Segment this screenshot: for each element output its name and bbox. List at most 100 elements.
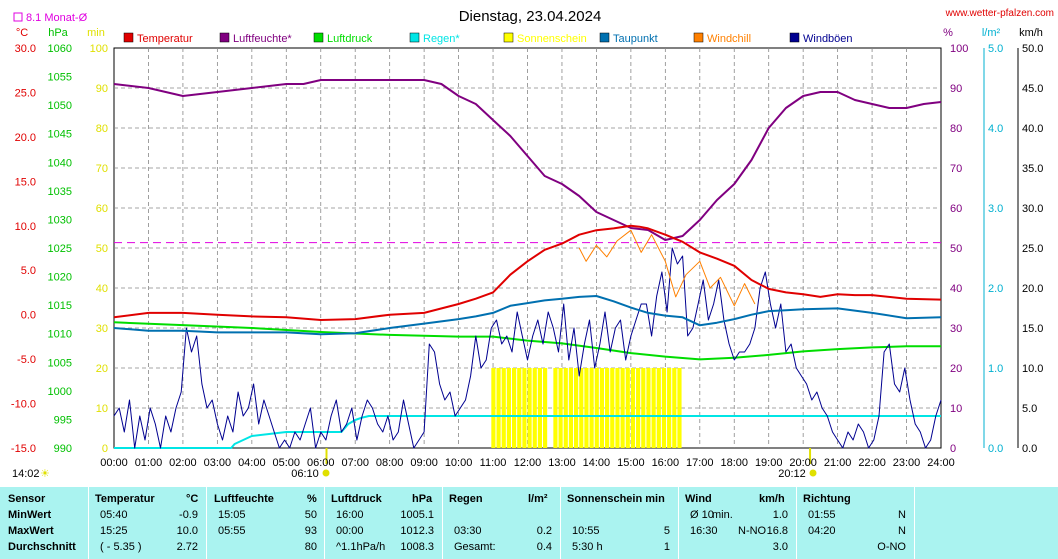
temp-axis-tick: -5.0 (17, 354, 36, 366)
humidity-axis-tick: 90 (950, 83, 962, 95)
sunshine-bar (511, 368, 517, 448)
x-axis-tick: 15:00 (617, 457, 645, 469)
rain-axis-tick: 0.0 (988, 443, 1003, 455)
x-axis-tick: 16:00 (652, 457, 680, 469)
x-axis-tick: 01:00 (135, 457, 163, 469)
x-axis-tick: 04:00 (238, 457, 266, 469)
legend-swatch (693, 32, 704, 43)
stat-sun-time: 5:30 h (572, 541, 603, 553)
chart-axes: 30.0 25.0 20.0 15.0 10.0 5.0 0.0 -5.0 -10.0 -15.0… (11, 43, 1044, 455)
sunshine-bar (579, 368, 584, 448)
sunshine-bar (599, 368, 605, 448)
wind-axis-tick: 20.0 (1022, 283, 1043, 295)
rain-axis-tick: 2.0 (988, 283, 1003, 295)
stat-wind-dir: N-NO (738, 525, 767, 537)
wind-axis-tick: 15.0 (1022, 323, 1043, 335)
wind-axis-tick: 40.0 (1022, 123, 1043, 135)
x-axis-tick: 19:00 (755, 457, 783, 469)
humidity-axis-tick: 0 (950, 443, 956, 455)
sunshine-bar (532, 368, 537, 448)
stat-wind-time: Ø 10 (690, 509, 714, 521)
legend-swatch (503, 32, 514, 43)
stat-temp-val: 2.72 (176, 541, 198, 553)
legend-swatch (219, 32, 230, 43)
sunshine-bar (584, 368, 589, 448)
x-axis-tick: 07:00 (341, 457, 369, 469)
col-divider (796, 487, 797, 559)
sunshine-bar (651, 368, 656, 448)
x-axis-tick: 08:00 (376, 457, 404, 469)
sunshine-bar (625, 368, 630, 448)
stat-label: MaxWert (8, 525, 54, 537)
chart-grid (113, 47, 942, 449)
wind-axis-tick: 10.0 (1022, 363, 1043, 375)
col-divider (324, 487, 325, 559)
rain-axis-tick: 4.0 (988, 123, 1003, 135)
humidity-axis-tick: 20 (950, 363, 962, 375)
stat-dir-val: N (898, 525, 906, 537)
temp-axis-tick: 5.0 (21, 265, 36, 277)
sunshine-bar (605, 368, 610, 448)
humidity-axis-tick: 100 (950, 43, 968, 55)
stat-rain-time: Gesamt: (454, 541, 496, 553)
col-divider (206, 487, 207, 559)
series-line-windben (113, 247, 942, 449)
monthly-avg-marker (13, 12, 23, 22)
legend-swatch (789, 32, 800, 43)
x-axis-tick: 13:00 (548, 457, 576, 469)
stat-hum-val: 50 (304, 509, 317, 521)
sunshine-bar (677, 368, 682, 448)
stat-press-val: 1008.3 (400, 541, 434, 553)
sunshine-bar (620, 368, 625, 448)
col-divider (560, 487, 561, 559)
minutes-axis-tick: 10 (96, 403, 108, 415)
wind-axis-tick: 30.0 (1022, 203, 1043, 215)
wind-axis-tick: 25.0 (1022, 243, 1043, 255)
stat-rain-val: 0.2 (536, 525, 552, 537)
stat-hum-val: 93 (304, 525, 317, 537)
legend-item-label: Windchill (707, 33, 751, 45)
stat-rain-val: 0.4 (536, 541, 552, 553)
stat-dir-time: 01:55 (808, 509, 836, 521)
stat-rain-time: 03:30 (454, 525, 482, 537)
stat-temp-val: 10.0 (176, 525, 198, 537)
col-divider (88, 487, 89, 559)
wind-axis-unit: km/h (1019, 27, 1043, 39)
wind-axis-tick: 45.0 (1022, 83, 1043, 95)
pressure-axis-tick: 1040 (48, 157, 72, 169)
minutes-axis-tick: 20 (96, 363, 108, 375)
sunshine-bar (517, 368, 522, 448)
minutes-axis-tick: 40 (96, 283, 108, 295)
wind-axis-tick: 0.0 (1022, 443, 1037, 455)
stat-temp-time: ( - 5.35 ) (100, 541, 142, 553)
weather-chart: Dienstag, 23.04.2024 www.wetter-pfalzen.… (10, 8, 1054, 480)
x-axis-tick: 09:00 (410, 457, 438, 469)
x-axis-tick: 12:00 (514, 457, 542, 469)
temp-axis-tick: 15.0 (15, 176, 36, 188)
header-humidity-unit: % (307, 493, 317, 505)
source-link[interactable]: www.wetter-pfalzen.com (945, 8, 1054, 19)
minutes-axis-tick: 80 (96, 123, 108, 135)
header-direction: Richtung (803, 493, 851, 505)
sunshine-bar (563, 368, 568, 448)
sunshine-bar (553, 368, 558, 448)
statistics-table: Sensor Temperatur °C Luftfeuchte % Luftd… (0, 487, 1058, 559)
pressure-axis-tick: 1030 (48, 214, 72, 226)
header-rain-unit: l/m² (528, 493, 548, 505)
wind-axis-tick: 50.0 (1022, 43, 1043, 55)
header-sunshine: Sonnenschein min (567, 493, 665, 505)
sun-icon: ☀ (40, 468, 50, 480)
legend-item-label: Luftfeuchte* (233, 33, 292, 45)
sunshine-bar (501, 368, 506, 448)
chart-legend: Temperatur Luftfeuchte* Luftdruck Regen* Son… (123, 32, 853, 45)
sunshine-bar (630, 368, 636, 448)
x-axis-tick: 21:00 (824, 457, 852, 469)
stat-hum-time: 05:55 (218, 525, 246, 537)
sunshine-bar (641, 368, 646, 448)
stat-hum-time: 15:05 (218, 509, 246, 521)
legend-swatch (599, 32, 610, 43)
humidity-axis-tick: 80 (950, 123, 962, 135)
legend-item-label: Temperatur (137, 33, 193, 45)
pressure-axis-tick: 1025 (48, 243, 72, 255)
temp-axis-tick: -10.0 (11, 399, 36, 411)
